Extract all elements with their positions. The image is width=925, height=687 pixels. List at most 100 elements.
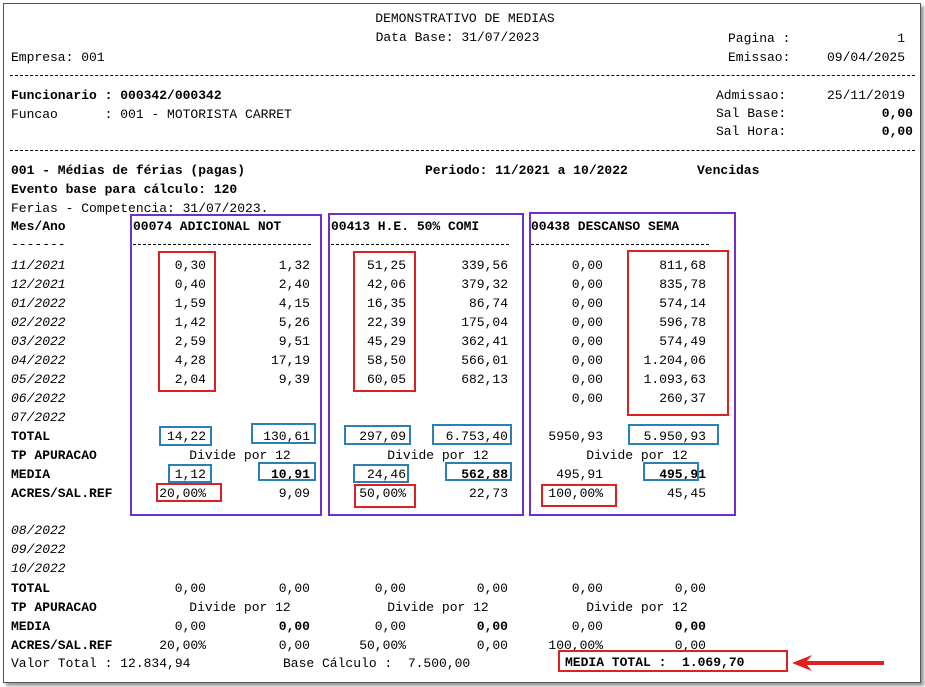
funcao: Funcao : 001 - MOTORISTA CARRET: [11, 107, 292, 122]
column-header-descanso-sema: 00438 DESCANSO SEMA: [531, 219, 680, 234]
section-title: 001 - Médias de férias (pagas): [11, 163, 246, 178]
cell-value: 2,40: [278, 277, 310, 292]
total-value: 0,00: [571, 581, 603, 596]
highlight-media-total: [558, 650, 788, 672]
periodo: Periodo: 11/2021 a 10/2022: [425, 163, 628, 178]
tp-apuracao-value: Divide por 12: [586, 600, 688, 615]
cell-value: 16,35: [366, 296, 406, 311]
total-label: TOTAL: [11, 581, 51, 596]
media-value: 495,91: [556, 467, 603, 482]
media-value: 0,00: [174, 619, 206, 634]
month-label: 07/2022: [11, 410, 66, 425]
cell-value: 1,59: [174, 296, 206, 311]
total-value: 130,61: [263, 429, 310, 444]
highlight-values-descanso: [627, 250, 729, 416]
cell-value: 682,13: [461, 372, 508, 387]
cell-value: 574,14: [659, 296, 706, 311]
cell-value: 1.204,06: [643, 353, 706, 368]
month-label: 01/2022: [11, 296, 66, 311]
acres-value: 20,00%: [159, 486, 206, 501]
cell-value: 574,49: [659, 334, 706, 349]
cell-value: 17,19: [270, 353, 310, 368]
cell-value: 0,00: [571, 372, 603, 387]
admissao-label: Admissao:: [716, 88, 787, 103]
base-calculo: Base Cálculo : 7.500,00: [283, 656, 471, 671]
highlight-total: [344, 425, 411, 445]
highlight-media: [353, 464, 409, 483]
media-value: 0,00: [571, 619, 603, 634]
tp-apuracao-value: Divide por 12: [189, 448, 291, 463]
acres-value: 50,00%: [359, 638, 406, 653]
month-label: 08/2022: [11, 523, 66, 538]
separator: [10, 150, 915, 151]
media-value: 0,00: [278, 619, 310, 634]
acres-value: 50,00%: [359, 486, 406, 501]
separator: [10, 75, 915, 76]
cell-value: 9,51: [278, 334, 310, 349]
cell-value: 0,00: [571, 353, 603, 368]
cell-value: 362,41: [461, 334, 508, 349]
tp-apuracao-value: Divide por 12: [387, 448, 489, 463]
tp-apuracao-label: TP APURACAO: [11, 600, 97, 615]
tp-apuracao-value: Divide por 12: [387, 600, 489, 615]
cell-value: 1,42: [174, 315, 206, 330]
status: Vencidas: [697, 163, 760, 178]
acres-value: 100,00%: [548, 638, 603, 653]
admissao-value: 25/11/2019: [826, 88, 905, 103]
acres-value: 0,00: [278, 638, 310, 653]
valor-total: Valor Total : 12.834,94: [11, 656, 191, 671]
cell-value: 0,30: [174, 258, 206, 273]
month-label: 12/2021: [11, 277, 66, 292]
cell-value: 0,00: [571, 258, 603, 273]
highlight-media: [258, 462, 316, 481]
total-value: 0,00: [278, 581, 310, 596]
total-value: 14,22: [166, 429, 206, 444]
column-underline: [133, 244, 311, 245]
media-value: 10,91: [270, 467, 310, 482]
acres-value: 100,00%: [548, 486, 603, 501]
cell-value: 0,00: [571, 296, 603, 311]
month-label: 06/2022: [11, 391, 66, 406]
cell-value: 58,50: [366, 353, 406, 368]
highlight-box-adicional-not: [130, 214, 322, 516]
tp-apuracao-value: Divide por 12: [189, 600, 291, 615]
funcionario: Funcionario : 000342/000342: [11, 88, 222, 103]
column-underline: [331, 244, 509, 245]
cell-value: 9,39: [278, 372, 310, 387]
cell-value: 175,04: [461, 315, 508, 330]
cell-value: 811,68: [659, 258, 706, 273]
month-label: 05/2022: [11, 372, 66, 387]
month-label: 10/2022: [11, 561, 66, 576]
column-header-adicional-not: 00074 ADICIONAL NOT: [133, 219, 282, 234]
highlight-acres: [354, 484, 416, 508]
acres-value: 22,73: [468, 486, 508, 501]
highlight-total: [159, 426, 212, 446]
media-value: 0,00: [674, 619, 706, 634]
acres-value: 0,00: [476, 638, 508, 653]
cell-value: 0,00: [571, 334, 603, 349]
empresa: Empresa: 001: [11, 50, 105, 65]
highlight-total: [251, 423, 316, 444]
evento-base: Evento base para cálculo: 120: [11, 182, 238, 197]
sal-base-label: Sal Base:: [716, 106, 787, 121]
tp-apuracao-label: TP APURACAO: [11, 448, 97, 463]
cell-value: 45,29: [366, 334, 406, 349]
highlight-media: [445, 462, 512, 481]
highlight-acres: [156, 483, 222, 502]
month-label: 09/2022: [11, 542, 66, 557]
mes-ano-dash: -------: [11, 237, 66, 252]
cell-value: 0,40: [174, 277, 206, 292]
media-label: MEDIA: [11, 619, 51, 634]
month-label: 03/2022: [11, 334, 66, 349]
cell-value: 1.093,63: [643, 372, 706, 387]
media-value: 1,12: [174, 467, 206, 482]
tp-apuracao-value: Divide por 12: [586, 448, 688, 463]
pagina-label: Pagina :: [728, 31, 791, 46]
cell-value: 4,28: [174, 353, 206, 368]
cell-value: 0,00: [571, 391, 603, 406]
media-value: 562,88: [461, 467, 508, 482]
sal-hora-value: 0,00: [881, 124, 913, 139]
media-total: MEDIA TOTAL : 1.069,70: [565, 655, 745, 670]
month-label: 11/2021: [11, 258, 66, 273]
highlight-values-adicional: [158, 251, 216, 392]
